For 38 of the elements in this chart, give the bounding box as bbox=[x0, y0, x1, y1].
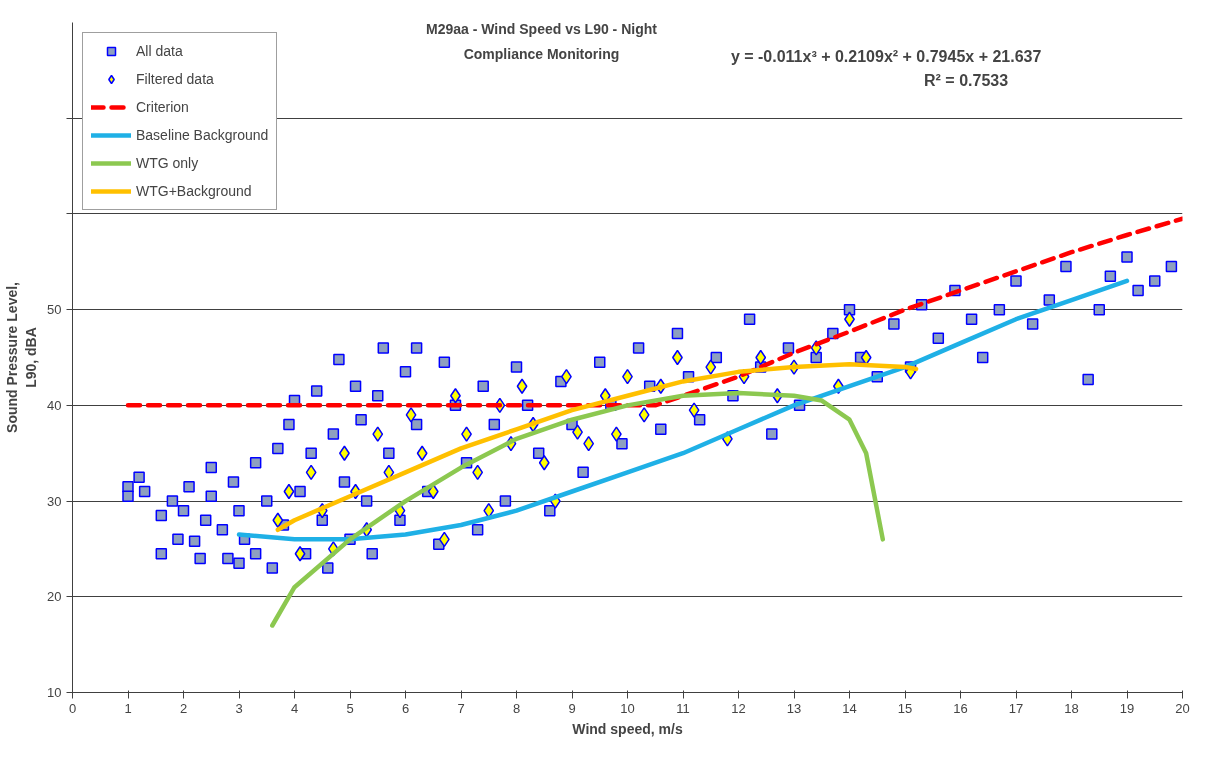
y-axis-title: Sound Pressure Level, L90, dBA bbox=[3, 282, 40, 433]
x-tick-label: 14 bbox=[842, 700, 857, 716]
x-tick-label: 12 bbox=[731, 700, 746, 716]
legend-label: Criterion bbox=[136, 99, 189, 115]
x-tick-label: 9 bbox=[568, 700, 576, 716]
chart-title: M29aa - Wind Speed vs L90 - Night bbox=[426, 21, 658, 38]
x-tick-label: 6 bbox=[401, 700, 410, 716]
annotation: y = -0.011x³ + 0.2109x² + 0.7945x + 21.637 bbox=[730, 48, 1042, 66]
x-tick-label: 7 bbox=[457, 700, 465, 716]
legend-label: All data bbox=[136, 43, 183, 59]
x-axis-title: Wind speed, m/s bbox=[572, 720, 683, 737]
x-tick-label: 20 bbox=[1175, 700, 1190, 716]
annotation: R² = 0.7533 bbox=[924, 72, 1009, 90]
y-tick-label: 10 bbox=[47, 685, 62, 700]
x-tick-label: 3 bbox=[235, 700, 243, 716]
x-tick-label: 2 bbox=[179, 700, 188, 716]
x-tick-label: 16 bbox=[953, 700, 968, 716]
legend-label: WTG+Background bbox=[136, 183, 252, 199]
y-tick-label: 40 bbox=[47, 397, 62, 413]
x-tick-label: 18 bbox=[1064, 700, 1079, 716]
legend-label: WTG only bbox=[136, 155, 199, 171]
x-tick-label: 17 bbox=[1008, 700, 1024, 716]
x-tick-label: 10 bbox=[620, 700, 635, 716]
x-tick-label: 4 bbox=[290, 700, 299, 716]
x-tick-label: 11 bbox=[676, 700, 690, 716]
legend-label: Baseline Background bbox=[136, 127, 269, 143]
y-tick-label: 50 bbox=[47, 302, 62, 318]
y-tick-label: 30 bbox=[47, 493, 62, 509]
x-tick-label: 15 bbox=[897, 700, 913, 716]
x-tick-label: 13 bbox=[786, 700, 802, 716]
x-tick-label: 0 bbox=[68, 700, 77, 716]
x-tick-label: 19 bbox=[1119, 700, 1135, 716]
x-tick-label: 8 bbox=[512, 700, 521, 716]
x-tick-label: 5 bbox=[346, 700, 354, 716]
legend-label: Filtered data bbox=[136, 71, 214, 87]
text: Compliance Monitoring bbox=[463, 46, 620, 63]
y-tick-label: 20 bbox=[47, 589, 62, 605]
x-tick-label: 1 bbox=[124, 700, 132, 716]
